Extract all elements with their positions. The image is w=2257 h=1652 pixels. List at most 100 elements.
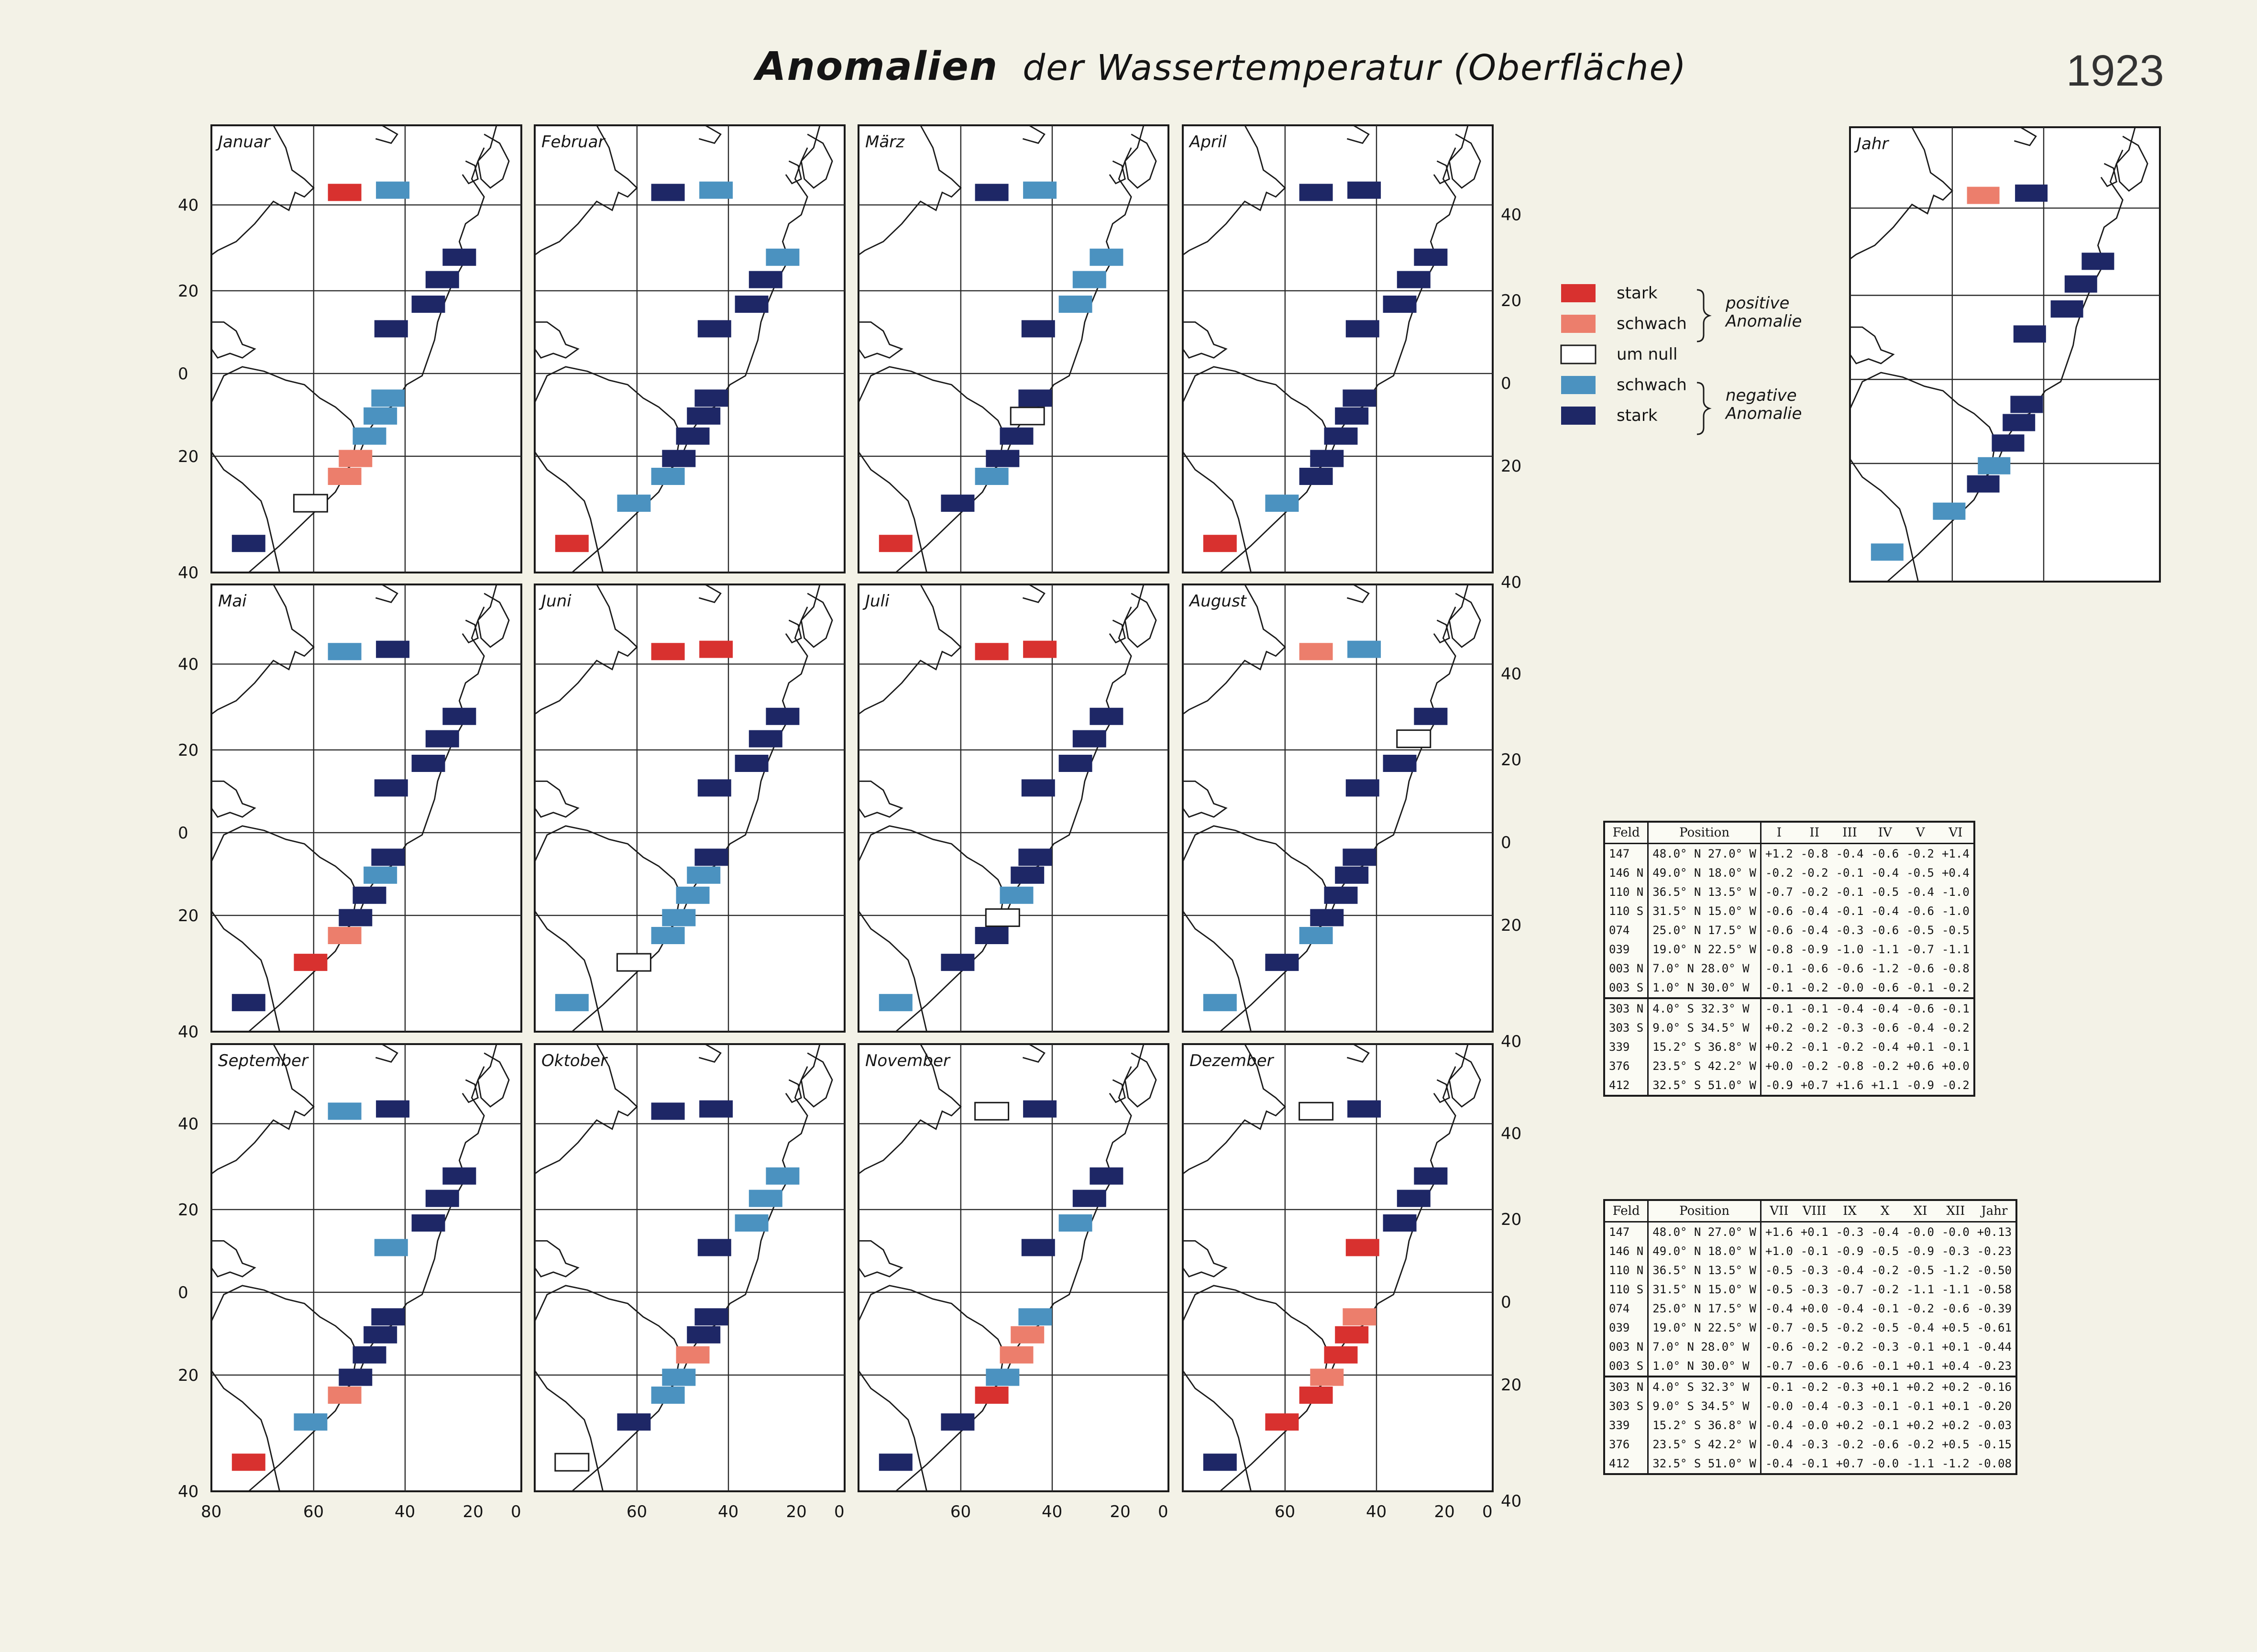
table-cell: -0.2 — [1836, 1321, 1864, 1334]
table-cell: 25.0° N 17.5° W — [1648, 1299, 1762, 1318]
table-cell: -0.3 — [1871, 1340, 1899, 1354]
table-cell: 23.5° S 42.2° W — [1648, 1435, 1762, 1454]
table-row: 412 32.5° S 51.0° W -0.9 +0.7 +1.6 +1.1 -0.9 -0… — [1604, 1076, 1974, 1096]
anomaly-box-field-376 — [293, 494, 328, 513]
anomaly-box-field-147 — [974, 1101, 1010, 1121]
anomaly-box-field-412 — [231, 994, 265, 1012]
table-cell: -0.2 — [1836, 1040, 1864, 1054]
table-cell: -0.15 — [1977, 1438, 2012, 1451]
anomaly-box-field-339 — [328, 468, 362, 485]
anomaly-box-field-110-n — [1090, 707, 1123, 725]
table-cell: -0.2 — [1800, 866, 1828, 880]
table-cell: -0.8 — [1941, 962, 1970, 975]
lat-tick-left: 20 — [178, 741, 198, 760]
table-cell: -0.2 — [1800, 1021, 1828, 1035]
table-cell: -0.3 — [1941, 1245, 1970, 1258]
table-cell: +0.5 — [1941, 1321, 1970, 1334]
anomaly-box-field-003-n — [1018, 389, 1052, 407]
anomaly-box-field-146-n — [699, 181, 733, 199]
table-row: 110 N 36.5° N 13.5° W -0.5 -0.3 -0.4 -0.2 -0.5… — [1604, 1261, 2016, 1280]
anomaly-box-field-303-n — [1992, 434, 2025, 452]
anomaly-box-field-003-s — [1011, 866, 1045, 884]
table-cell: +0.0 — [1765, 1059, 1793, 1073]
lat-tick-right: 40 — [1501, 664, 1521, 683]
table-cell: -0.4 — [1906, 1021, 1934, 1035]
month-label: Juli — [862, 592, 890, 611]
table-cell: -0.9 — [1836, 1245, 1864, 1258]
lat-tick-left: 0 — [178, 1283, 188, 1302]
anomaly-box-field-110-n — [1414, 707, 1448, 725]
lat-tick-right: 40 — [1501, 1124, 1521, 1143]
table-row: 074 25.0° N 17.5° W -0.6 -0.4 -0.3 -0.6 -0.5 -0… — [1604, 921, 1974, 940]
lon-tick: 60 — [1275, 1502, 1295, 1521]
map-panel-september: September — [210, 1043, 522, 1492]
table-row: 376 23.5° S 42.2° W -0.4 -0.3 -0.2 -0.6 -0.2 +0… — [1604, 1435, 2016, 1454]
lat-tick-right: 20 — [1501, 1210, 1521, 1229]
anomaly-box-field-110-n — [442, 707, 476, 725]
lat-tick-left: 20 — [178, 447, 198, 466]
anomaly-box-field-003-n — [694, 389, 728, 407]
table-cell: -0.1 — [1938, 997, 1974, 1018]
panel-frame — [858, 584, 1169, 1033]
graticule — [859, 1044, 1168, 1491]
table-cell: 376 — [1604, 1435, 1649, 1454]
table-cell: -0.6 — [1765, 924, 1793, 937]
table-cell: 1.0° N 30.0° W — [1648, 1356, 1762, 1377]
map-panel-august: August — [1182, 584, 1494, 1033]
anomaly-box-field-146-n — [1347, 1100, 1381, 1118]
table-cell: -0.4 — [1836, 1302, 1864, 1315]
panel-frame — [534, 124, 846, 573]
table-cell: -0.1 — [1871, 1419, 1899, 1432]
table-cell: -0.7 — [1765, 1321, 1793, 1334]
table-cell: -0.4 — [1800, 924, 1828, 937]
anomaly-box-field-147 — [651, 643, 685, 661]
table-cell: -0.3 — [1836, 1021, 1864, 1035]
table-cell: +0.1 — [1906, 1040, 1934, 1054]
table-cell: -0.2 — [1765, 866, 1793, 880]
table-header-cell: Feld — [1604, 1200, 1649, 1222]
table-cell: -0.2 — [1800, 981, 1828, 994]
lat-tick-left: 40 — [178, 1114, 198, 1134]
anomaly-box-field-110-s — [1072, 1189, 1106, 1207]
anomaly-box-field-147 — [1299, 643, 1333, 661]
table-cell: -1.0 — [1836, 943, 1864, 956]
lat-tick-left: 0 — [178, 364, 188, 384]
anomaly-box-field-339 — [1299, 468, 1333, 485]
table-cell: 339 — [1604, 1416, 1649, 1435]
table-cell: 19.0° N 22.5° W — [1648, 1318, 1762, 1337]
table-cell: 110 N — [1604, 882, 1649, 902]
anomaly-box-field-146-n — [1347, 181, 1381, 199]
anomaly-box-field-146-n — [1023, 181, 1057, 199]
anomaly-box-field-303-s — [662, 1368, 696, 1386]
lon-tick: 20 — [1110, 1502, 1131, 1521]
anomaly-box-field-376 — [941, 1413, 975, 1431]
anomaly-box-field-412 — [879, 535, 913, 552]
table-cell: -0.6 — [1941, 1302, 1970, 1315]
table-header-cell: I — [1761, 822, 1797, 844]
anomaly-box-field-303-s — [339, 1368, 373, 1386]
panel-frame — [1849, 126, 2161, 583]
anomaly-box-field-074 — [1383, 755, 1417, 772]
anomaly-box-field-303-s — [986, 1368, 1020, 1386]
lon-tick: 40 — [718, 1502, 738, 1521]
panel-frame — [210, 124, 522, 573]
anomaly-box-field-412 — [1203, 994, 1237, 1012]
anomaly-box-field-110-n — [1414, 1167, 1448, 1185]
table-cell: 32.5° S 51.0° W — [1648, 1454, 1762, 1474]
table-row: 039 19.0° N 22.5° W -0.7 -0.5 -0.2 -0.5 -0.4 +0… — [1604, 1318, 2016, 1337]
table-row: 303 S 9.0° S 34.5° W +0.2 -0.2 -0.3 -0.6 -0.4-… — [1604, 1018, 1974, 1037]
table-cell: 074 — [1604, 921, 1649, 940]
lat-tick-right: 20 — [1501, 1376, 1521, 1395]
table-cell: +0.0 — [1800, 1302, 1828, 1315]
table-row: 412 32.5° S 51.0° W -0.4 -0.1 +0.7 -0.0 -1.1 -1… — [1604, 1454, 2016, 1474]
table-cell: -0.1 — [1836, 866, 1864, 880]
anomaly-box-field-303-s — [1310, 909, 1344, 926]
anomaly-box-field-303-n — [1324, 886, 1358, 904]
anomaly-box-field-074 — [411, 296, 445, 313]
table-cell: -1.1 — [1906, 1283, 1934, 1296]
legend-swatch-schwach_neg — [1561, 376, 1596, 394]
lon-tick: 80 — [201, 1502, 221, 1521]
table-cell: -1.1 — [1941, 943, 1970, 956]
anomaly-box-field-110-n — [442, 248, 476, 266]
table-cell: -1.2 — [1871, 962, 1899, 975]
